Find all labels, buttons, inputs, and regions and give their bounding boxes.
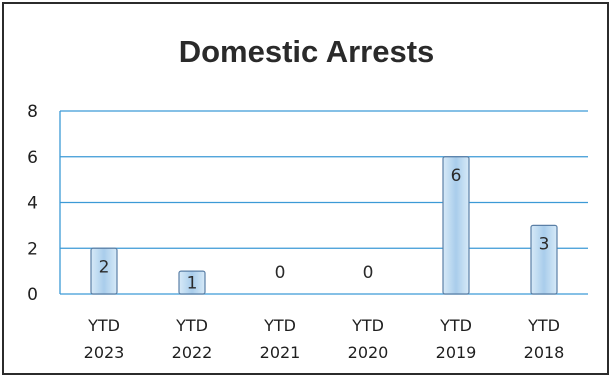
x-category-label: YTD [175, 316, 208, 335]
y-tick-label: 0 [27, 285, 38, 305]
x-category-label: 2020 [348, 343, 389, 362]
x-category-label: 2023 [84, 343, 125, 362]
chart-frame [2, 2, 609, 375]
bar [178, 270, 206, 295]
data-label: 2 [99, 257, 110, 277]
bar [442, 156, 470, 295]
chart-title: Domestic Arrests [178, 34, 435, 69]
y-tick-label: 8 [27, 102, 38, 122]
x-category-label: 2021 [260, 343, 301, 362]
gridlines [59, 110, 588, 295]
x-category-label: 2022 [172, 343, 213, 362]
data-label: 3 [539, 234, 550, 254]
bars [90, 156, 558, 295]
x-category-label: YTD [87, 316, 120, 335]
data-label: 6 [451, 166, 462, 186]
x-category-label: YTD [263, 316, 296, 335]
x-category-label: YTD [527, 316, 560, 335]
data-label: 0 [363, 263, 374, 283]
data-labels: 2 1 0 0 6 3 [99, 166, 550, 294]
x-category-label: YTD [351, 316, 384, 335]
y-tick-label: 2 [27, 239, 38, 259]
data-label: 1 [187, 274, 198, 294]
bar [530, 224, 558, 295]
y-tick-label: 6 [27, 148, 38, 168]
y-tick-label: 4 [27, 194, 38, 214]
x-category-label: 2019 [436, 343, 477, 362]
x-category-label: YTD [439, 316, 472, 335]
bar [90, 247, 118, 295]
x-category-label: 2018 [524, 343, 565, 362]
y-axis-ticks: 0 2 4 6 8 [27, 102, 38, 305]
x-axis-categories: YTD 2023 YTD 2022 YTD 2021 YTD 2020 YTD 2019 YTD 20… [84, 316, 565, 362]
data-label: 0 [275, 263, 286, 283]
